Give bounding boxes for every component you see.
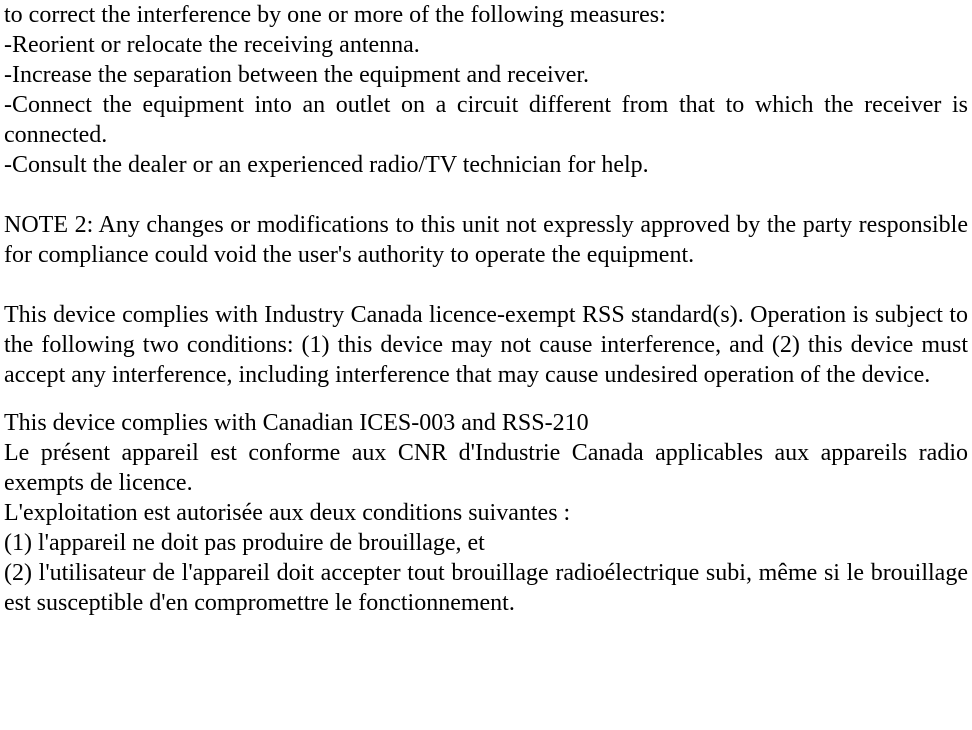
paragraph-gap (4, 180, 968, 210)
ices-line: This device complies with Canadian ICES-… (4, 408, 968, 438)
fr-conditions-intro: L'exploitation est autorisée aux deux co… (4, 498, 968, 528)
measure-separation: -Increase the separation between the equ… (4, 60, 968, 90)
industry-canada-en: This device complies with Industry Canad… (4, 300, 968, 390)
paragraph-gap (4, 270, 968, 300)
note-2: NOTE 2: Any changes or modifications to … (4, 210, 968, 270)
fr-condition-2: (2) l'utilisateur de l'appareil doit acc… (4, 558, 968, 618)
measure-consult: -Consult the dealer or an experienced ra… (4, 150, 968, 180)
fr-condition-1: (1) l'appareil ne doit pas produire de b… (4, 528, 968, 558)
fr-conforme: Le présent appareil est conforme aux CNR… (4, 438, 968, 498)
intro-line: to correct the interference by one or mo… (4, 0, 968, 30)
measure-reorient: -Reorient or relocate the receiving ante… (4, 30, 968, 60)
document-page: to correct the interference by one or mo… (0, 0, 972, 618)
measure-outlet: -Connect the equipment into an outlet on… (4, 90, 968, 150)
paragraph-gap (4, 390, 968, 408)
